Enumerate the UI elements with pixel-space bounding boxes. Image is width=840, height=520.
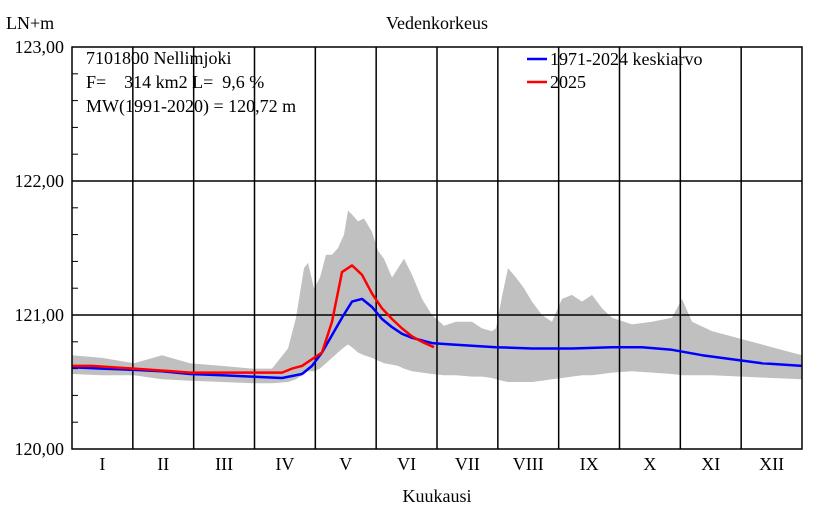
y-tick-labels: 120,00 121,00 122,00 123,00	[15, 37, 65, 459]
month-label: II	[157, 454, 169, 474]
month-label: V	[339, 454, 352, 474]
station-area: F= 314 km2 L= 9,6 %	[86, 72, 264, 92]
month-label: VIII	[513, 454, 544, 474]
month-label: VII	[455, 454, 480, 474]
station-mean-level: MW(1991-2020) = 120,72 m	[86, 96, 296, 117]
legend-label-mean: 1971-2024 keskiarvo	[550, 49, 702, 69]
month-label: XII	[759, 454, 784, 474]
series-line-2025	[72, 264, 435, 374]
plot-frame	[71, 46, 803, 450]
month-label: IV	[275, 454, 294, 474]
month-label: VI	[397, 454, 416, 474]
series-line-mean	[71, 297, 803, 380]
month-label: IX	[580, 454, 599, 474]
chart-title: Vedenkorkeus	[386, 13, 488, 33]
legend-label-2025: 2025	[550, 72, 586, 92]
station-name: 7101800 Nellimjoki	[86, 48, 232, 68]
series-layer	[71, 264, 803, 380]
month-label: III	[215, 454, 233, 474]
y-tick-label: 120,00	[15, 439, 65, 459]
y-tick-label: 121,00	[15, 305, 65, 325]
month-label: XI	[701, 454, 720, 474]
station-info: 7101800 Nellimjoki F= 314 km2 L= 9,6 % M…	[86, 48, 296, 117]
y-tick-label: 123,00	[15, 37, 65, 57]
month-label: I	[99, 454, 105, 474]
month-label: X	[643, 454, 656, 474]
month-labels: I II III IV V VI VII VIII IX X XI XII	[99, 454, 784, 474]
grid-layer	[72, 47, 802, 450]
y-axis-label: LN+m	[6, 13, 54, 33]
legend: 1971-2024 keskiarvo 2025	[527, 49, 702, 92]
x-axis-label: Kuukausi	[403, 486, 472, 506]
y-tick-label: 122,00	[15, 171, 65, 191]
